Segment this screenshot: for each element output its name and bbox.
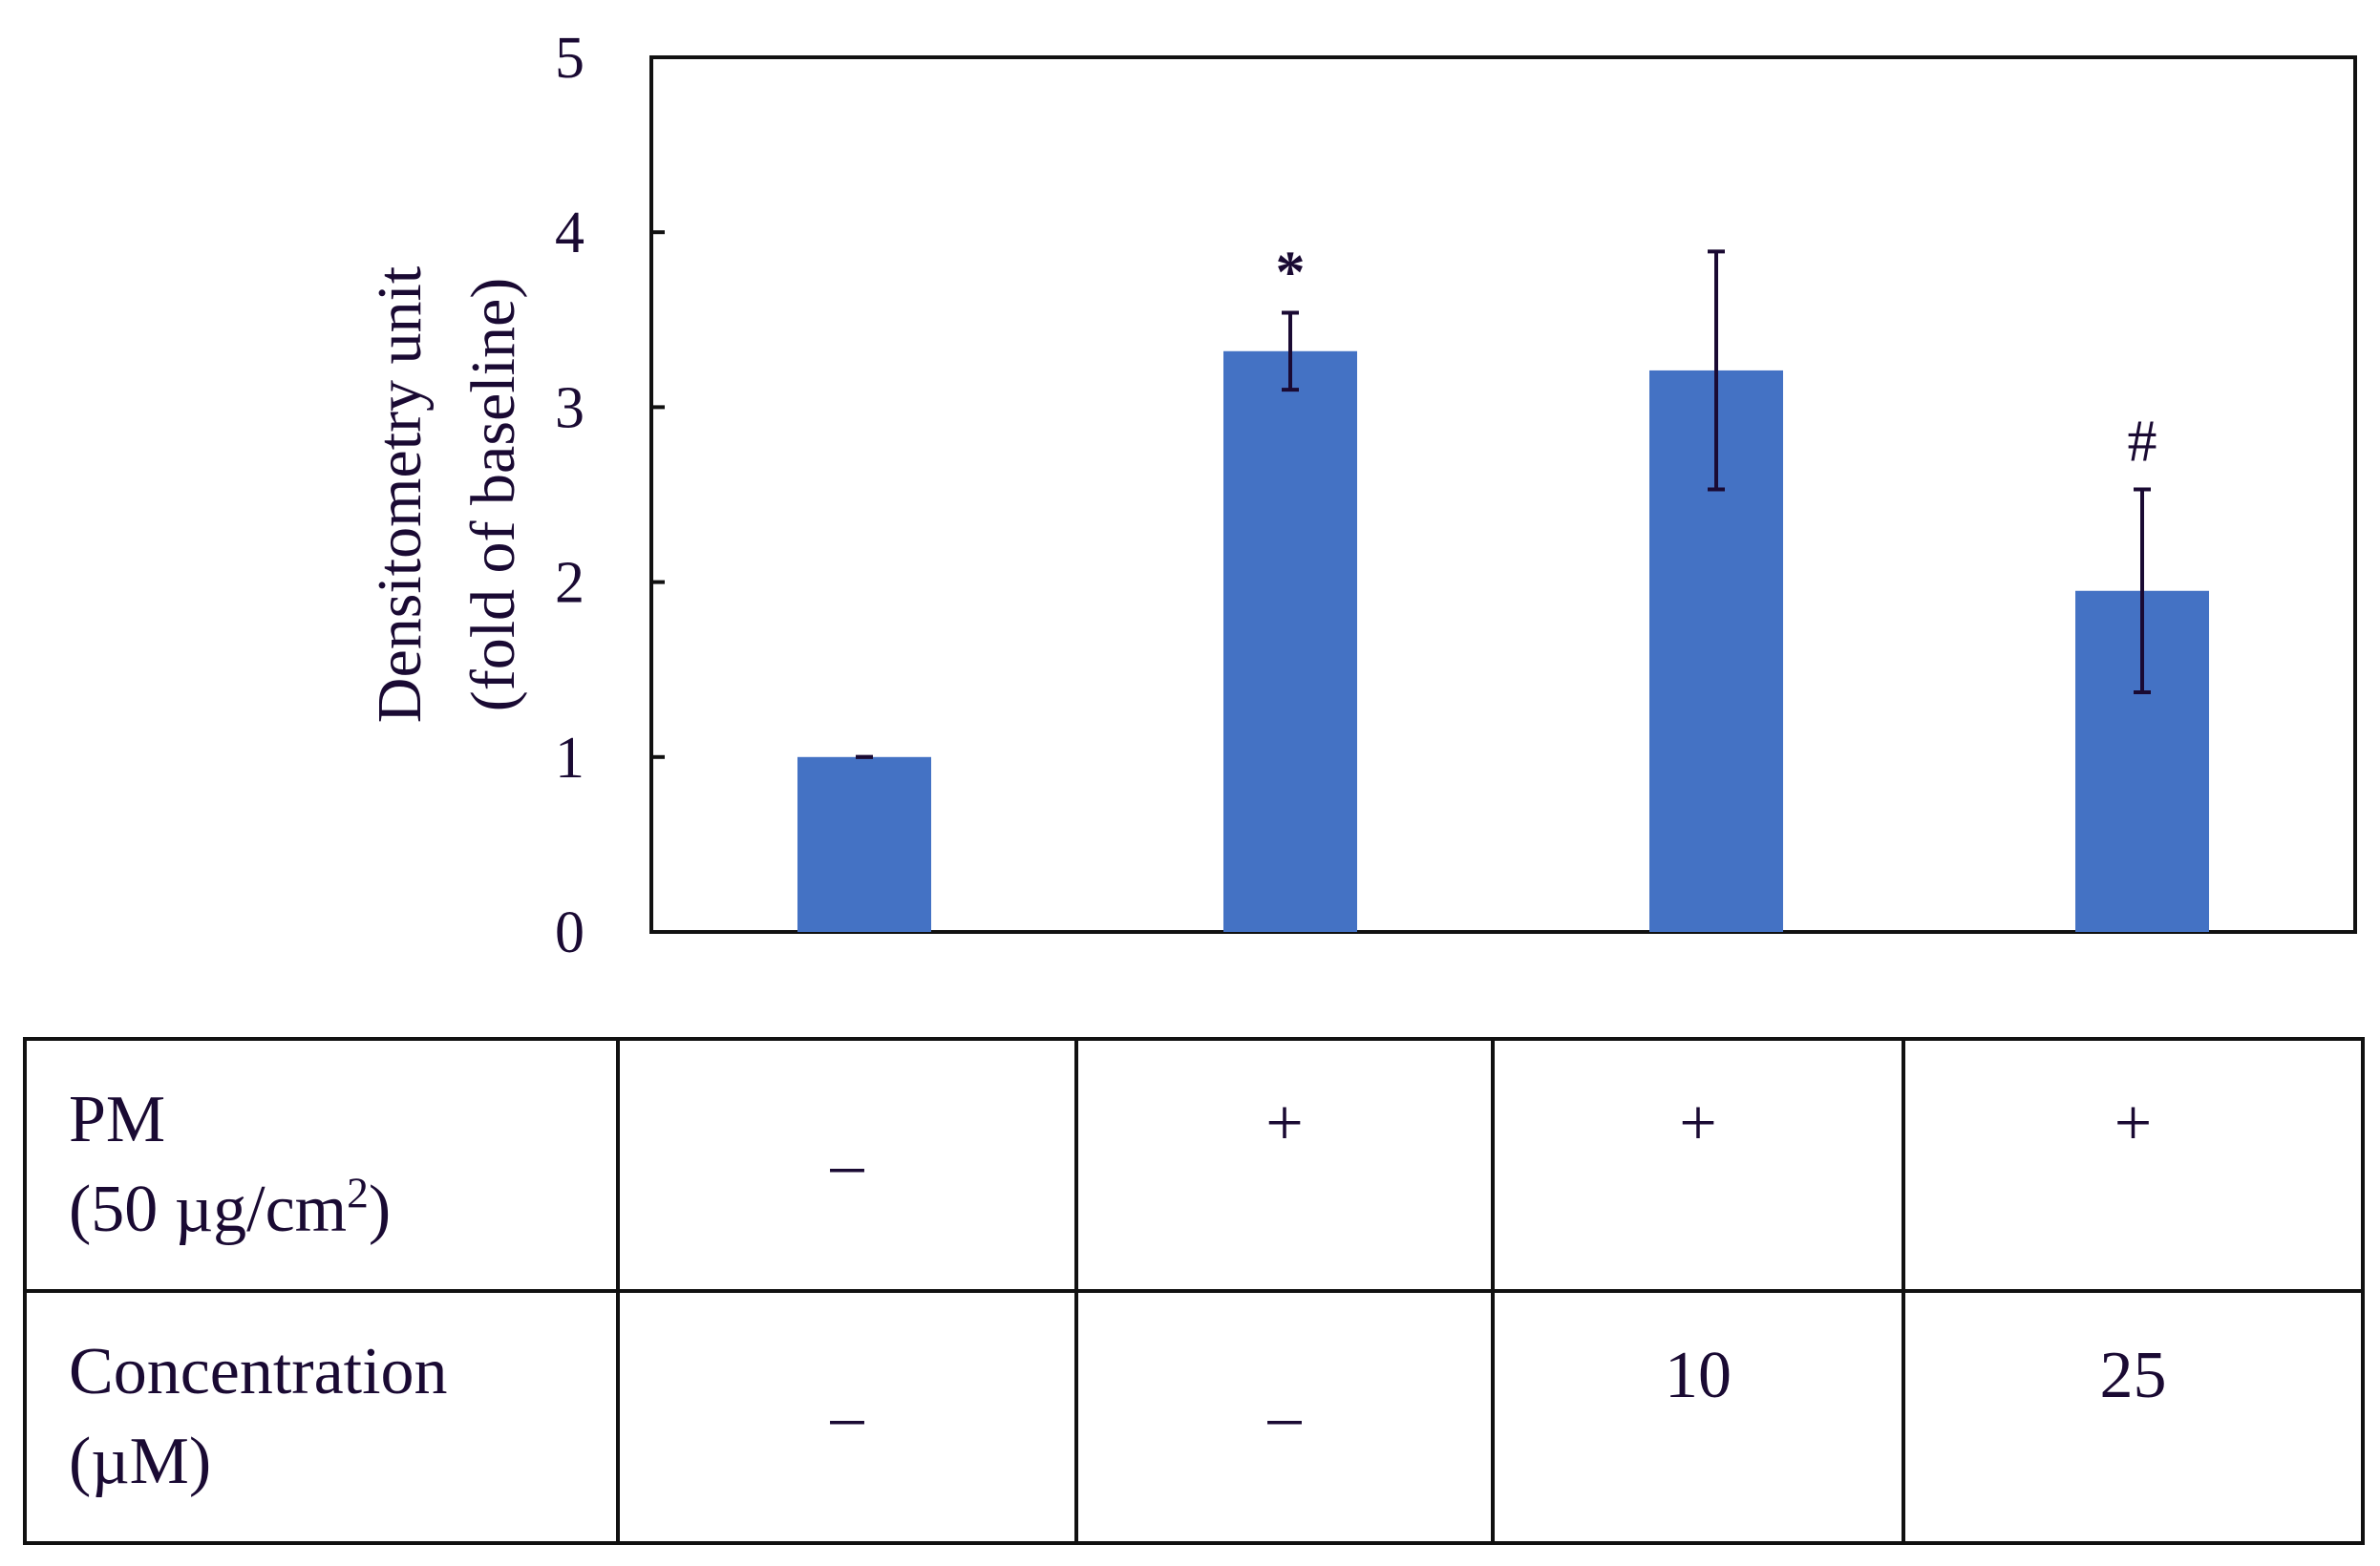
row-header-pm-line1: PM bbox=[69, 1082, 166, 1156]
y-tick-label: 3 bbox=[555, 375, 584, 440]
bar-2 bbox=[1223, 350, 1357, 932]
table-cell-pm-3: + bbox=[1491, 1037, 1905, 1293]
error-bar-3 bbox=[1708, 249, 1725, 492]
y-tick-label: 2 bbox=[555, 551, 584, 616]
bars bbox=[797, 350, 2209, 933]
significance-annotations: *# bbox=[1276, 240, 2157, 474]
bar-1 bbox=[797, 756, 931, 932]
row-header-pm: PM (50 µg/cm2) bbox=[23, 1037, 620, 1293]
table-cell-conc-4: 25 bbox=[1902, 1289, 2365, 1545]
table-cell-conc-1: – bbox=[616, 1289, 1078, 1545]
table-cell-conc-3: 10 bbox=[1491, 1289, 1905, 1545]
table-cell-pm-2: + bbox=[1074, 1037, 1495, 1293]
row-header-concentration-line1: Concentration bbox=[69, 1334, 448, 1408]
error-bars bbox=[856, 249, 2151, 759]
annotation-4: # bbox=[2128, 410, 2157, 475]
table-cell-pm-1: – bbox=[616, 1037, 1078, 1293]
annotation-2: * bbox=[1276, 240, 1306, 305]
table-cell-conc-2: – bbox=[1074, 1289, 1495, 1545]
error-bar-4 bbox=[2134, 487, 2151, 695]
y-tick-label: 0 bbox=[555, 900, 584, 965]
y-axis-ticks: 0 1 2 3 4 5 bbox=[555, 26, 665, 965]
plot-frame bbox=[649, 55, 2357, 934]
y-axis-label-line2: (fold of baseline) bbox=[458, 278, 528, 712]
table-cell-pm-4: + bbox=[1902, 1037, 2365, 1293]
error-bar-2 bbox=[1282, 310, 1299, 392]
y-axis-label-line1: Densitometry unit bbox=[365, 266, 435, 723]
row-header-concentration-line2: (µM) bbox=[69, 1425, 212, 1498]
table-row-concentration: Concentration (µM) – – 10 25 bbox=[23, 1289, 2365, 1545]
conditions-table: PM (50 µg/cm2) – + + + Concentration (µM… bbox=[23, 1037, 2365, 1545]
table-row-pm: PM (50 µg/cm2) – + + + bbox=[23, 1037, 2365, 1293]
y-axis-label: Densitometry unit (fold of baseline) bbox=[365, 266, 528, 723]
row-header-concentration: Concentration (µM) bbox=[23, 1289, 620, 1545]
y-tick-label: 1 bbox=[555, 726, 584, 791]
y-tick-label: 4 bbox=[555, 201, 584, 265]
y-tick-label: 5 bbox=[555, 26, 584, 91]
row-header-pm-line2: (50 µg/cm2) bbox=[69, 1168, 392, 1246]
